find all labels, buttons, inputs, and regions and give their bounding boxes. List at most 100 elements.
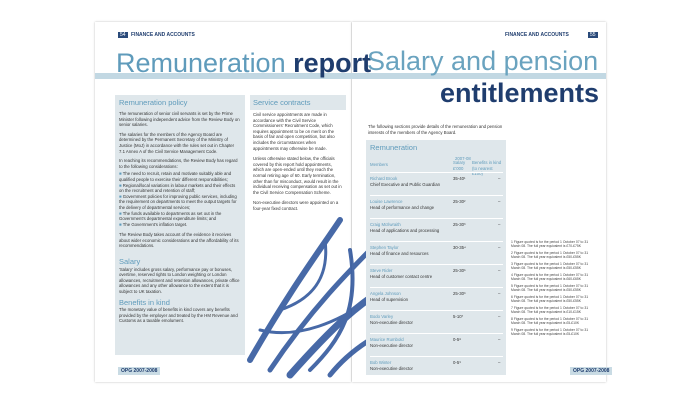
benefits: – [498,176,501,181]
paragraph: The salaries for the members of the Agen… [119,131,235,154]
title: Remuneration report [116,48,371,79]
salary: 35-40¹ [453,176,466,181]
member-name: Bodo Varley [370,314,394,319]
heading: Remuneration policy [119,98,188,107]
heading: Salary [119,257,141,267]
table-header: 2007-08 Members Salary £'000 Benefits in ki… [370,156,503,176]
footer: OPG 2007-2008 [570,367,613,375]
salary: 30-35⁴ [453,245,466,250]
bullet: The Government's inflation target. [119,222,241,228]
footnote: 4 Figure quoted is for the period 1 Octo… [511,273,589,282]
section: FINANCE AND ACCOUNTS [131,32,195,38]
benefits: – [498,222,501,227]
table-row: Steve Rider Head of customer contact cent… [370,264,503,287]
year: 2007-08 [455,156,471,161]
page-number: 55 [588,32,598,38]
bullet-list: The need to recruit, retain and motivate… [119,171,241,227]
table-row: Bodo Varley Non-executive director 5-10⁷ – [370,310,503,333]
paragraph: Unless otherwise stated below, the offic… [253,156,342,195]
member-name: Richard Brook [370,176,398,181]
footnote: 1 Figure quoted is for the period 1 Octo… [511,240,589,249]
member-role: Chief Executive and Public Guardian [370,181,440,187]
member-name: Stephen Taylor [370,245,399,250]
benefits: – [498,291,501,296]
salary: 0-5⁹ [453,360,462,365]
table-row: Louise Lawrence Head of performance and c… [370,195,503,218]
paragraph: Non-executive directors were appointed o… [253,200,339,211]
page-number: 54 [118,32,128,38]
benefits: – [498,360,501,365]
footnote: 2 Figure quoted is for the period 1 Octo… [511,251,589,260]
heading: Remuneration [370,143,418,152]
column-header: Members [370,162,388,167]
benefits: – [498,314,501,319]
member-name: Maurice Rumbold [370,337,404,342]
footnote: 9 Figure quoted is for the period 1 Octo… [511,328,589,337]
member-name: Angela Johnson [370,291,401,296]
member-name: Louise Lawrence [370,199,403,204]
benefits: – [498,268,501,273]
title-bold: report [293,48,372,78]
member-name: Craig McIlwraith [370,222,401,227]
table: 2007-08 Members Salary £'000 Benefits in ki… [370,156,503,379]
benefits: – [498,337,501,342]
paragraph: The remuneration of senior civil servant… [119,111,240,128]
table-row: Angela Johnson Head of supervision 25-30⁶ – [370,287,503,310]
paragraph: 'Salary' includes gross salary, performa… [119,266,240,295]
paragraph: The monetary value of benefits in kind c… [119,307,238,324]
column-header: Benefits in kind (to nearest £100) [472,160,502,177]
footnotes: 1 Figure quoted is for the period 1 Octo… [511,240,593,339]
table-row: Bob Winter Non-executive director 0-5⁹ – [370,356,503,379]
bullet: Regional/local variations in labour mark… [119,183,241,194]
salary: Salary 'Salary' includes gross salary, pe… [119,257,241,324]
member-role: Non-executive director [370,365,413,371]
member-role: Head of customer contact centre [370,273,433,279]
heading: Service contracts [253,98,311,107]
column-header: Salary £'000 [453,160,466,171]
paragraph: Civil service appointments are made in a… [253,112,335,151]
footnote: 7 Figure quoted is for the period 1 Octo… [511,306,589,315]
member-role: Head of supervision [370,296,408,302]
salary: 25-30² [453,199,466,204]
table-row: Stephen Taylor Head of finance and resour… [370,241,503,264]
benefits: – [498,245,501,250]
policy: Remuneration policy The remuneration of … [119,98,241,324]
member-role: Head of applications and processing [370,227,440,233]
salary: 25-30⁵ [453,268,466,273]
member-role: Head of finance and resources [370,250,429,256]
member-name: Steve Rider [370,268,393,273]
member-name: Bob Winter [370,360,392,365]
bullet: The funds available to departments as se… [119,211,241,222]
member-role: Non-executive director [370,342,413,348]
bullet: The need to recruit, retain and motivate… [119,171,241,182]
member-role: Non-executive director [370,319,413,325]
footnote: 8 Figure quoted is for the period 1 Octo… [511,317,589,326]
bullet: Government policies for improving public… [119,194,241,211]
table-box [366,140,506,375]
title-line2: entitlements [440,78,600,108]
footnote: 5 Figure quoted is for the period 1 Octo… [511,284,589,293]
salary: 0-5⁸ [453,337,462,342]
heading: Benefits in kind [119,297,170,307]
contracts: Service contracts Civil service appointm… [253,98,343,212]
policy-text: The remuneration of senior civil servant… [119,111,241,249]
salary: 5-10⁷ [453,314,464,319]
contracts-box [250,95,346,110]
title-band [95,73,606,79]
paragraph: In reaching its recommendations, the Rev… [119,158,238,169]
salary: 25-30³ [453,222,466,227]
salary: 25-30⁶ [453,291,466,296]
section: FINANCE AND ACCOUNTS [505,32,569,38]
intro: The following sections provide details o… [368,124,503,135]
paragraph: The Review Body takes account of the evi… [119,232,239,249]
footnote: 3 Figure quoted is for the period 1 Octo… [511,262,589,271]
member-role: Head of performance and change [370,204,435,210]
footnote: 6 Figure quoted is for the period 1 Octo… [511,295,589,304]
benefits: – [498,199,501,204]
table-row: Craig McIlwraith Head of applications and… [370,218,503,241]
contracts-text: Civil service appointments are made in a… [253,112,343,212]
title-light: Remuneration [116,48,286,78]
footer: OPG 2007-2008 [118,367,161,375]
table-row: Richard Brook Chief Executive and Public … [370,172,503,195]
